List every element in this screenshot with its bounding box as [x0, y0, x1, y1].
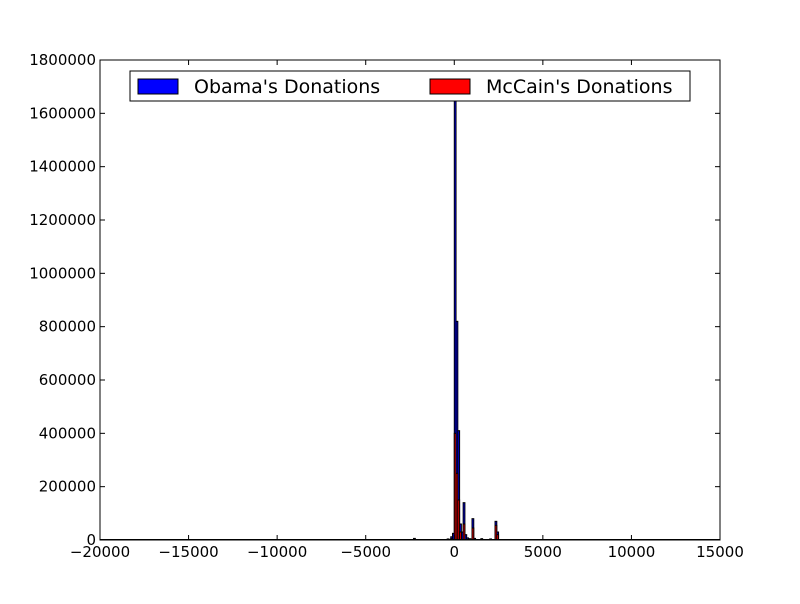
x-tick-label: 0 [450, 543, 460, 561]
y-tick-label: 600000 [39, 371, 96, 389]
y-tick-label: 800000 [39, 318, 96, 336]
legend: Obama's Donations McCain's Donations [129, 70, 691, 102]
legend-swatch-mccain [429, 78, 471, 95]
mccain-bar [471, 527, 475, 541]
legend-box [129, 70, 691, 102]
y-tick-label: 1400000 [29, 158, 96, 176]
y-tick-label: 1800000 [29, 51, 96, 69]
axes-frame [99, 59, 721, 541]
y-tick-label: 0 [86, 531, 96, 549]
y-axis: 0 200000 400000 600000 800000 1000000 1200000 1… [29, 51, 720, 549]
x-tick-label: 5000 [524, 543, 562, 561]
x-tick-label: −5000 [340, 543, 391, 561]
y-tick-label: 1200000 [29, 211, 96, 229]
axes-border [99, 59, 721, 541]
x-tick-label: 15000 [696, 543, 744, 561]
legend-swatch-obama [137, 78, 179, 95]
x-axis: −20000 −15000 −10000 −5000 0 5000 10000 15000 [70, 60, 744, 561]
mccain-bar [462, 523, 466, 541]
legend-label-mccain: McCain's Donations [486, 76, 672, 98]
x-tick-label: −10000 [247, 543, 307, 561]
x-tick-label: 10000 [608, 543, 656, 561]
y-tick-label: 400000 [39, 424, 96, 442]
legend-label-obama: Obama's Donations [194, 76, 380, 98]
y-tick-label: 1600000 [29, 104, 96, 122]
y-tick-label: 1000000 [29, 264, 96, 282]
mccain-bar [459, 531, 462, 541]
x-tick-label: −20000 [70, 543, 130, 561]
x-tick-label: −15000 [158, 543, 218, 561]
y-tick-label: 200000 [39, 478, 96, 496]
